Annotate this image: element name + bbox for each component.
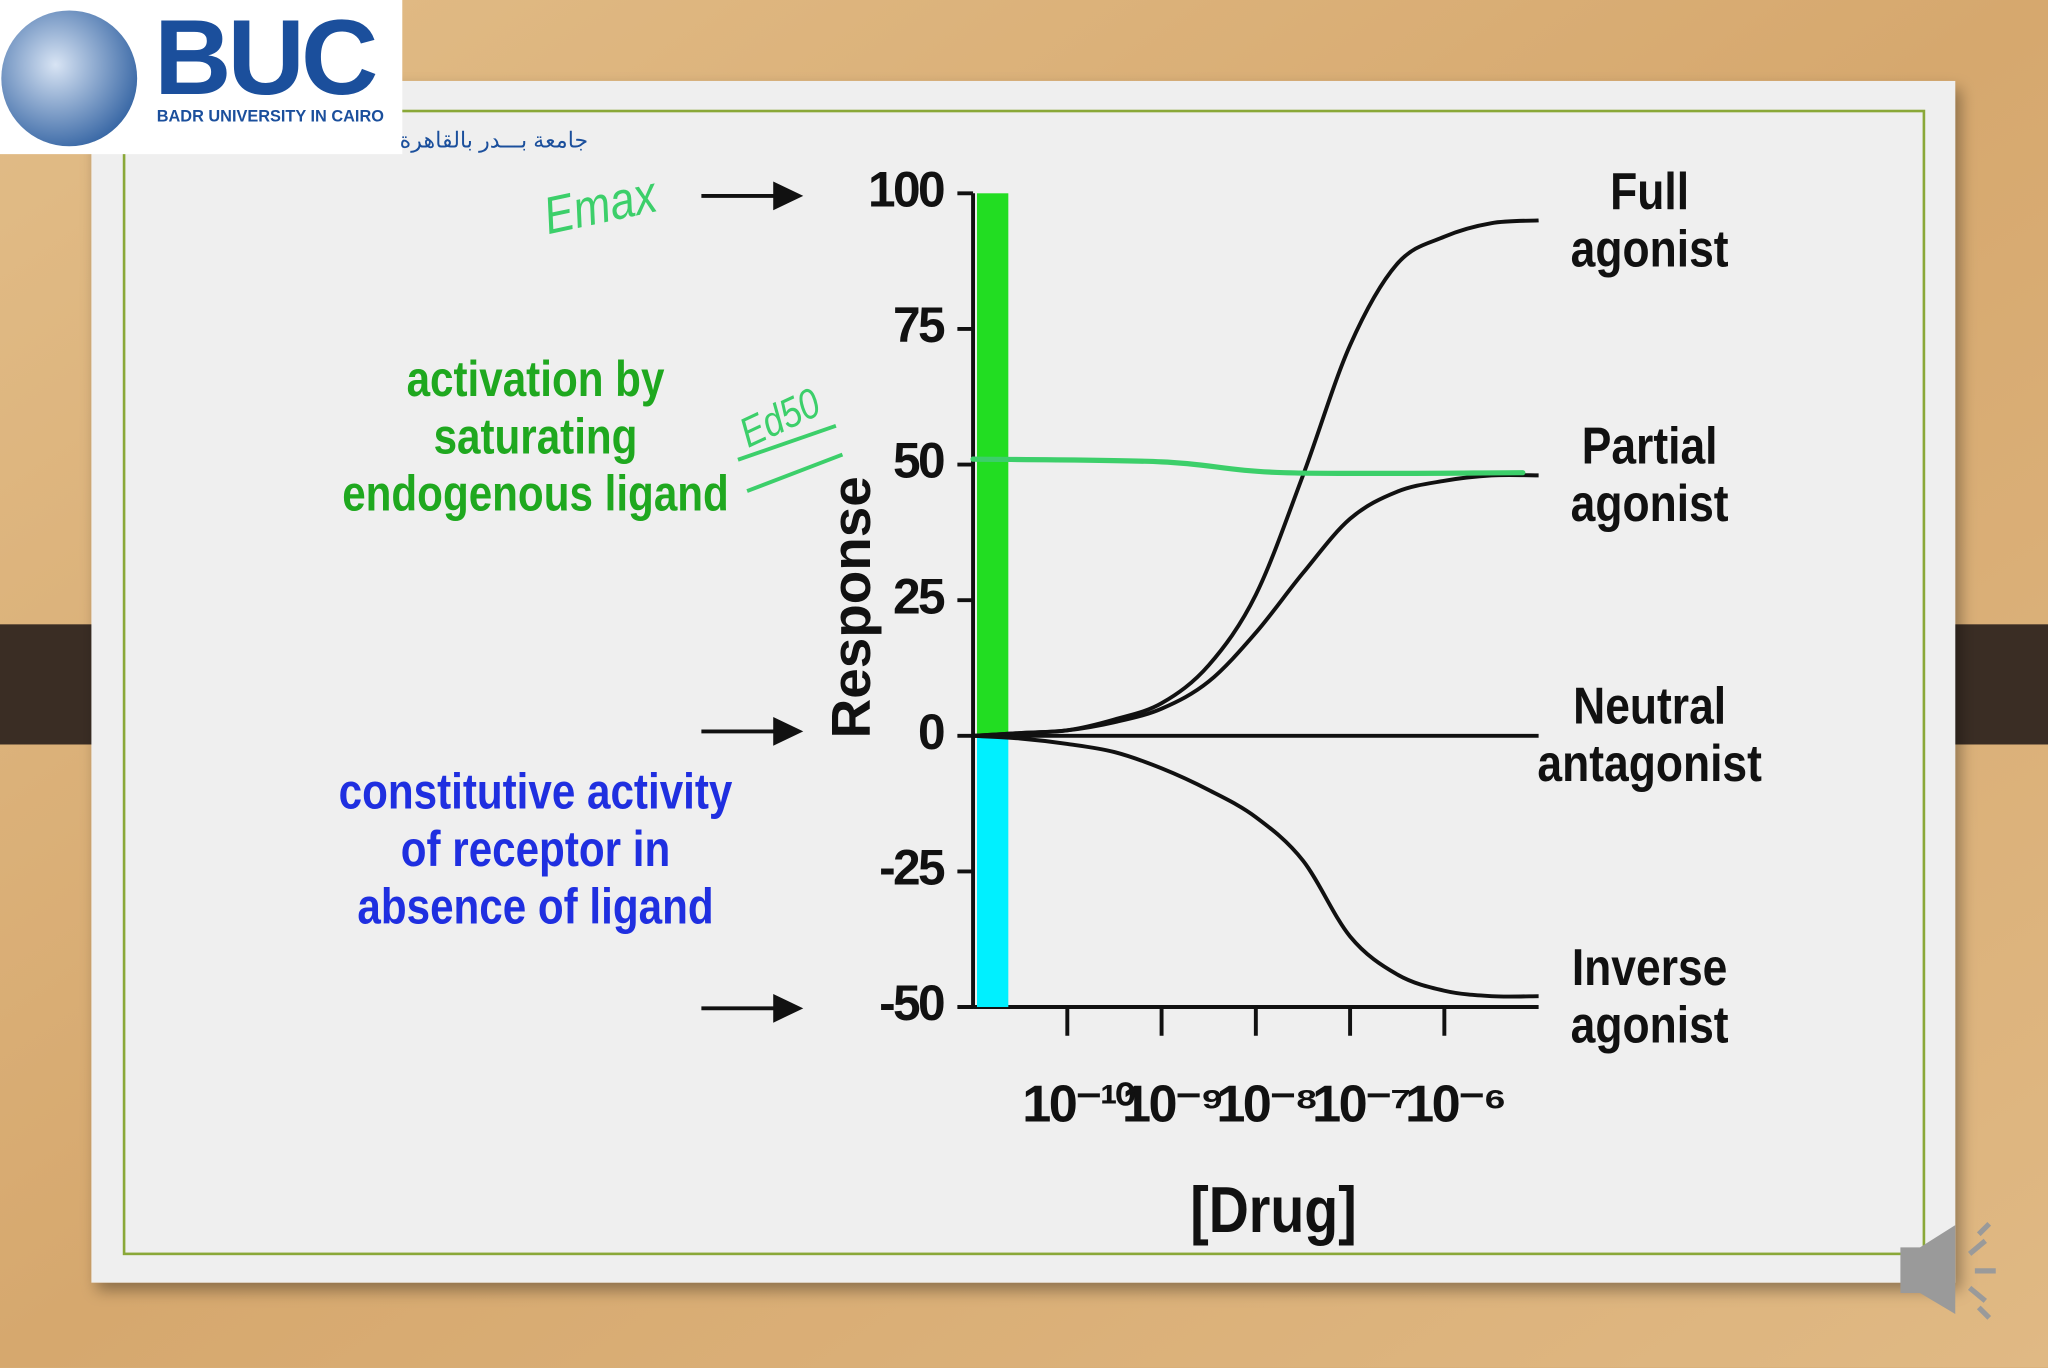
logo-name: BUC (154, 0, 376, 117)
annotation: endogenous ligand (342, 465, 729, 521)
series-label: Partial agonist (1570, 417, 1729, 533)
x-tick-label: 10⁻⁸ (1216, 1075, 1316, 1133)
annotation: activation by (407, 351, 665, 407)
logo-subtitle: BADR UNIVERSITY IN CAIRO (157, 107, 384, 125)
band (976, 193, 1009, 736)
curve (972, 473, 1539, 738)
slide-panel (91, 80, 1956, 1283)
x-tick-label: 10⁻¹⁰ (1022, 1075, 1135, 1133)
y-tick-label: -25 (879, 840, 945, 896)
annotation: constitutive activity (339, 763, 733, 819)
annotation: of receptor in (401, 821, 670, 877)
series-label: Full agonist (1570, 162, 1729, 278)
y-tick-label: 50 (893, 433, 944, 489)
speaker-icon (1900, 1221, 1996, 1320)
band (976, 735, 1009, 1008)
series-label: Neutral antagonist (1537, 678, 1762, 794)
y-tick-label: 0 (918, 704, 944, 760)
annotation: absence of ligand (357, 878, 713, 934)
series-label: Inverse agonist (1570, 938, 1729, 1054)
x-tick-label: 10⁻⁶ (1405, 1075, 1504, 1133)
annotation-underline (737, 423, 844, 493)
annotation: saturating (434, 408, 638, 464)
y-tick-label: 25 (893, 568, 945, 624)
arrows (701, 181, 804, 1023)
y-tick-label: -50 (879, 975, 944, 1031)
y-axis-label: Response (820, 476, 882, 738)
y-tick-label: 75 (893, 297, 945, 353)
x-tick-label: 10⁻⁷ (1312, 1075, 1410, 1133)
logo-arabic: جامعة بـــدر بالقاهرة (400, 128, 589, 154)
ed50-line (970, 456, 1526, 477)
curve (972, 733, 1539, 999)
slide-border (122, 109, 1926, 1256)
x-tick-label: 10⁻⁹ (1122, 1075, 1222, 1133)
y-tick-label: 100 (868, 161, 944, 217)
x-axis-label: [Drug] (1190, 1173, 1356, 1246)
logo-globe (1, 10, 138, 147)
